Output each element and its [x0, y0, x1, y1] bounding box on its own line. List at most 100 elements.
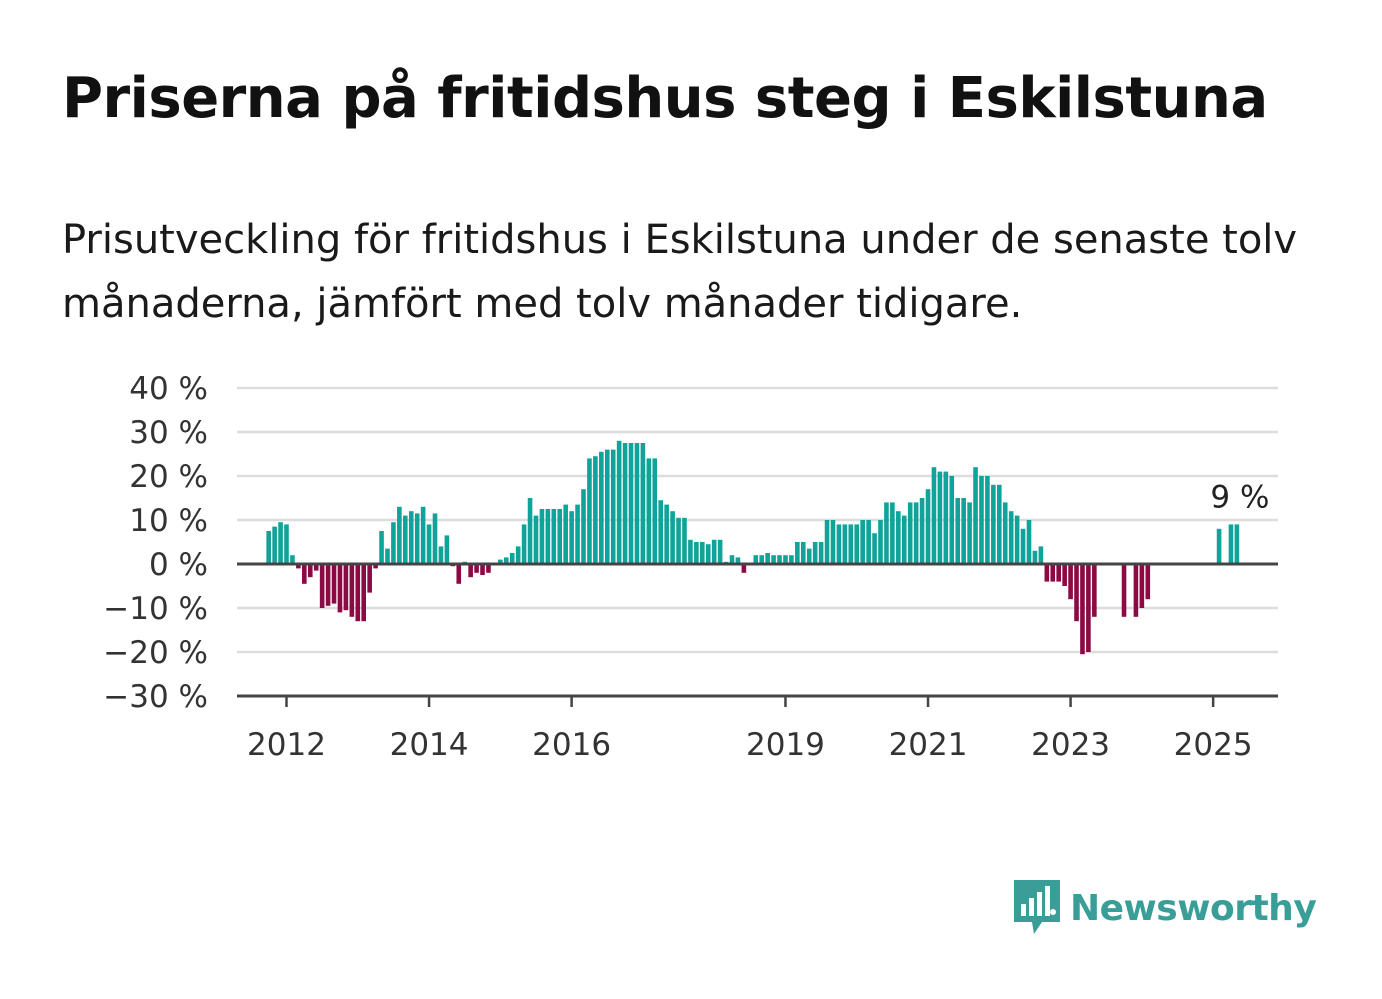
- bar: [569, 511, 574, 564]
- y-tick-label: 30 %: [129, 415, 208, 451]
- bar: [545, 509, 551, 564]
- chart-title: Priserna på fritidshus steg i Eskilstuna: [62, 66, 1268, 131]
- bar-chart: 40 %30 %20 %10 %0 %−10 %−20 %−30 % 2012 2…: [103, 371, 1278, 763]
- bar: [694, 542, 699, 564]
- bar: [634, 443, 640, 564]
- bar: [397, 506, 402, 564]
- bar: [373, 564, 378, 569]
- bar: [705, 544, 711, 564]
- bar: [789, 555, 794, 564]
- bar: [539, 509, 545, 564]
- bar: [806, 548, 812, 564]
- bar: [1050, 564, 1056, 582]
- bar: [997, 484, 1002, 564]
- bar: [771, 555, 776, 564]
- bar: [913, 502, 919, 564]
- bar: [468, 564, 473, 578]
- bar: [313, 564, 319, 571]
- bar: [991, 484, 996, 564]
- bar: [533, 515, 539, 564]
- grid-lines: [237, 386, 1278, 654]
- bar: [1008, 511, 1014, 564]
- x-axis-ticks: 2012 2014 2016 2019 2021 2023 2025: [247, 696, 1253, 763]
- bar: [783, 555, 788, 564]
- bar: [777, 555, 782, 564]
- y-tick-label: 40 %: [129, 371, 208, 407]
- bar: [1080, 564, 1085, 655]
- bar: [515, 546, 521, 564]
- bar: [943, 471, 949, 564]
- bar: [925, 489, 931, 564]
- bar: [343, 564, 349, 611]
- bar: [985, 476, 990, 564]
- bar: [403, 515, 408, 564]
- bar: [759, 555, 764, 564]
- bar: [795, 542, 800, 564]
- bar: [866, 520, 871, 564]
- bar: [622, 443, 628, 564]
- bar: [1014, 515, 1020, 564]
- bar: [967, 502, 972, 564]
- bar: [812, 542, 818, 564]
- x-tick-label: 2021: [889, 727, 968, 763]
- bar: [1228, 524, 1234, 564]
- bar: [1002, 502, 1008, 564]
- bar: [432, 513, 438, 564]
- bar: [521, 524, 527, 564]
- y-tick-label: 0 %: [149, 547, 208, 583]
- bar: [717, 539, 723, 564]
- bar: [581, 489, 586, 564]
- bar: [349, 564, 355, 617]
- bar: [509, 553, 515, 564]
- bar: [735, 557, 741, 564]
- bar: [931, 467, 937, 564]
- bar: [1133, 564, 1139, 617]
- bar: [628, 443, 634, 564]
- bars: [266, 440, 1240, 655]
- bar: [1074, 564, 1079, 622]
- bar: [1145, 564, 1151, 600]
- bar: [682, 517, 687, 564]
- bar: [444, 535, 450, 564]
- bar: [646, 458, 652, 564]
- bar: [896, 511, 901, 564]
- bar: [688, 539, 693, 564]
- bar: [741, 564, 747, 573]
- bar: [503, 557, 509, 564]
- chart-subtitle: Prisutveckling för fritidshus i Eskilstu…: [62, 217, 1298, 327]
- bar: [919, 498, 925, 564]
- bar: [1086, 564, 1091, 652]
- bar: [610, 449, 616, 564]
- bar: [955, 498, 961, 564]
- bar: [670, 511, 675, 564]
- brand-name: Newsworthy: [1070, 887, 1317, 929]
- newsworthy-icon: [1014, 880, 1060, 934]
- bar: [355, 564, 361, 622]
- bar: [1062, 564, 1067, 586]
- bar: [1216, 528, 1222, 564]
- bar: [438, 546, 444, 564]
- bar: [302, 564, 307, 584]
- bar: [290, 555, 295, 564]
- bar: [824, 520, 830, 564]
- bar: [1121, 564, 1127, 617]
- bar: [1020, 528, 1026, 564]
- y-tick-label: −10 %: [103, 591, 208, 627]
- bar: [949, 476, 955, 564]
- bar: [640, 443, 646, 564]
- bar: [1056, 564, 1061, 582]
- bar: [337, 564, 343, 613]
- bar: [284, 524, 289, 564]
- bar: [765, 553, 770, 564]
- bar: [408, 511, 414, 564]
- bar: [652, 458, 658, 564]
- bar: [1139, 564, 1145, 608]
- bar: [367, 564, 372, 593]
- bar: [901, 515, 907, 564]
- bar: [272, 526, 277, 564]
- bar: [587, 458, 592, 564]
- bar: [278, 522, 283, 564]
- bar: [1032, 550, 1038, 564]
- bar: [604, 449, 610, 564]
- y-tick-label: 20 %: [129, 459, 208, 495]
